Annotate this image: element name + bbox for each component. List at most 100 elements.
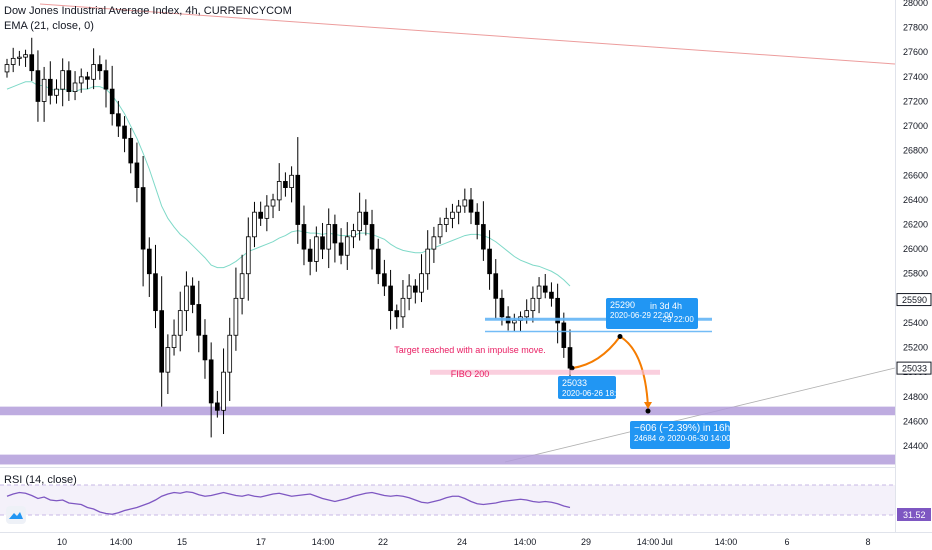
candle-56 <box>351 223 356 249</box>
candle-body-16 <box>103 70 109 90</box>
callout-partial-duration: in 3d 4h <box>650 301 682 311</box>
candle-33 <box>208 342 214 438</box>
candle-body-77 <box>481 224 486 250</box>
time-tick-11: 14:00 <box>715 537 738 547</box>
candle-body-9 <box>60 70 65 90</box>
candle-54 <box>338 228 344 265</box>
candle-5 <box>35 50 41 122</box>
candle-67 <box>419 254 424 303</box>
candle-36 <box>227 317 233 402</box>
candle-49 <box>307 239 313 276</box>
callout-projection-line-0: −606 (−2.39%) in 16h <box>634 423 730 434</box>
candle-24 <box>153 244 158 329</box>
time-tick-4: 14:00 <box>312 537 335 547</box>
candle-body-73 <box>456 205 461 213</box>
candle-body-67 <box>419 273 424 293</box>
candle-body-0 <box>4 64 10 73</box>
candle-64 <box>400 280 406 328</box>
callout-low-box <box>558 376 616 399</box>
candle-62 <box>388 269 393 330</box>
candle-89 <box>555 283 560 344</box>
candle-65 <box>406 274 412 311</box>
candle-body-71 <box>443 217 449 225</box>
candle-body-53 <box>332 224 338 244</box>
callout-projection-box <box>630 421 730 449</box>
candle-body-66 <box>413 285 418 293</box>
candle-63 <box>394 304 400 329</box>
candle-10 <box>66 61 72 101</box>
rsi-indicator-label[interactable]: RSI (14, close) <box>4 474 77 486</box>
time-tick-3: 17 <box>256 537 266 547</box>
candle-39 <box>245 217 251 301</box>
price-tag-0: 25590 <box>902 295 927 305</box>
candle-body-86 <box>536 285 542 299</box>
candle-body-42 <box>264 205 270 219</box>
candle-body-18 <box>116 113 121 127</box>
candle-body-31 <box>196 304 202 336</box>
candle-body-10 <box>66 70 72 93</box>
candle-72 <box>450 203 455 229</box>
candle-11 <box>72 71 78 101</box>
candle-body-24 <box>153 273 158 312</box>
candle-66 <box>413 279 418 304</box>
candle-25 <box>159 276 164 407</box>
candle-52 <box>326 208 332 269</box>
candle-body-36 <box>227 334 233 373</box>
projection-leg-up <box>571 335 621 370</box>
annotations: Target reached with an impulse move. FIBO… <box>394 345 660 379</box>
candle-34 <box>215 390 220 418</box>
candle-69 <box>431 226 437 263</box>
ema-indicator-label[interactable]: EMA (21, close, 0) <box>4 20 94 32</box>
candle-body-29 <box>184 285 189 312</box>
candle-61 <box>382 259 387 296</box>
candle-body-62 <box>388 285 393 312</box>
candle-45 <box>283 172 288 197</box>
candle-body-45 <box>283 181 288 188</box>
price-tick-25800: 25800 <box>903 269 928 279</box>
price-tick-25400: 25400 <box>903 318 928 328</box>
candle-body-30 <box>190 285 195 305</box>
resistance-trendline[interactable] <box>39 3 896 65</box>
candle-body-76 <box>474 211 480 225</box>
candle-body-4 <box>29 54 35 72</box>
candle-27 <box>171 319 177 356</box>
candle-43 <box>270 193 276 219</box>
candle-body-12 <box>78 76 84 84</box>
candle-15 <box>97 55 103 80</box>
candle-body-1 <box>10 57 16 65</box>
candle-4 <box>29 37 35 81</box>
price-tick-26400: 26400 <box>903 195 928 205</box>
candle-body-85 <box>530 297 536 312</box>
candle-body-32 <box>202 334 208 361</box>
candle-38 <box>239 254 245 315</box>
price-tick-26600: 26600 <box>903 170 928 180</box>
candle-57 <box>357 192 362 241</box>
candle-73 <box>456 199 461 225</box>
candle-51 <box>320 222 325 260</box>
candle-18 <box>116 100 121 137</box>
callout-high-line-1: 2020-06-29 22:00 <box>610 311 674 320</box>
candle-body-39 <box>245 236 251 275</box>
candle-body-88 <box>549 291 554 299</box>
candle-body-80 <box>499 297 505 318</box>
candle-body-59 <box>369 224 375 250</box>
price-tick-27200: 27200 <box>903 96 928 106</box>
price-tick-26200: 26200 <box>903 220 928 230</box>
candle-20 <box>128 128 134 174</box>
candle-85 <box>530 286 536 323</box>
price-tick-26000: 26000 <box>903 244 928 254</box>
projection-arrowhead <box>644 402 652 410</box>
time-tick-5: 22 <box>378 537 388 547</box>
candle-26 <box>165 334 171 394</box>
price-axis[interactable]: 2440024600248002500025200254002560025800… <box>896 0 932 451</box>
candle-53 <box>332 214 338 263</box>
candle-70 <box>437 217 443 244</box>
price-tick-24800: 24800 <box>903 392 928 402</box>
candle-body-22 <box>140 187 146 250</box>
time-axis[interactable]: 10 14:00 15 17 14:00 22 24 14:00 29 14:00 Jul 14:00… <box>57 537 871 547</box>
candle-body-11 <box>72 82 78 93</box>
candle-76 <box>474 203 480 240</box>
candle-body-40 <box>252 211 257 238</box>
